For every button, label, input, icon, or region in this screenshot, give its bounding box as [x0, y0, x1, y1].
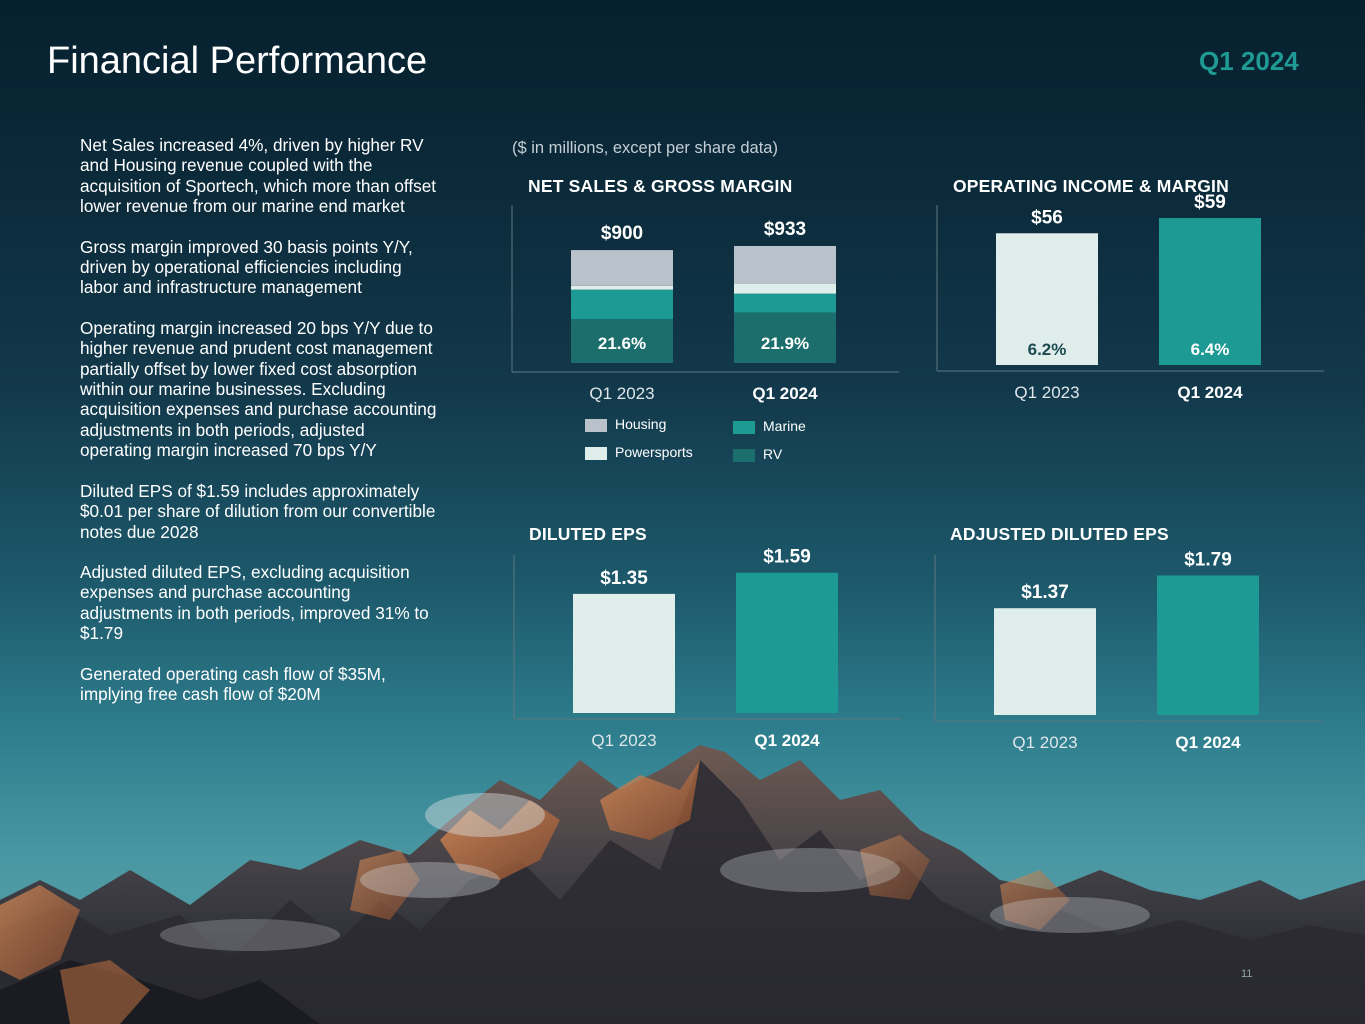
bar-housing-q1-2024 [734, 245, 836, 284]
value-label-q1-2024: $1.59 [763, 547, 811, 568]
margin-label-q1-2023: 6.2% [1028, 340, 1067, 359]
bar-q1-2024 [1159, 218, 1261, 365]
bar-rv-q1-2024 [734, 312, 836, 363]
diluted-eps-chart-title: DILUTED EPS [529, 524, 647, 544]
period-label: Q1 2024 [1199, 46, 1299, 76]
bar-marine-q1-2023 [571, 289, 673, 320]
net-sales-chart: $900 21.6% $933 21.9% Q1 2023 Q1 2024 [511, 205, 899, 403]
bar-powersports-q1-2024 [734, 283, 836, 294]
x-tick-label-q1-2023: Q1 2023 [1014, 383, 1079, 402]
x-tick-label-q1-2023: Q1 2023 [589, 384, 654, 403]
gross-margin-label-q1-2023: 21.6% [598, 334, 646, 353]
operating-income-chart-title: OPERATING INCOME & MARGIN [953, 176, 1229, 196]
page-number: 11 [1241, 968, 1253, 980]
commentary-item-adjusted-eps: Adjusted diluted EPS, excluding acquisit… [80, 561, 429, 644]
commentary-item-cash-flow: Generated operating cash flow of $35M, i… [80, 663, 386, 704]
x-tick-label-q1-2024: Q1 2024 [1177, 383, 1243, 402]
commentary-item-diluted-eps: Diluted EPS of $1.59 includes approximat… [80, 480, 436, 542]
total-label-q1-2023: $900 [601, 223, 643, 244]
gross-margin-label-q1-2024: 21.9% [761, 334, 809, 353]
bar-rv-q1-2023 [571, 319, 673, 363]
commentary-item-net-sales: Net Sales increased 4%, driven by higher… [80, 135, 437, 217]
diluted-eps-chart: $1.35 $1.59 Q1 2023 Q1 2024 [513, 547, 901, 750]
value-label-q1-2023: $1.35 [600, 568, 648, 589]
adjusted-eps-chart-title: ADJUSTED DILUTED EPS [950, 524, 1169, 544]
bar-q1-2023 [994, 608, 1096, 715]
commentary-list: Net Sales increased 4%, driven by higher… [80, 135, 440, 724]
net-sales-chart-title: NET SALES & GROSS MARGIN [528, 176, 793, 196]
value-label-q1-2023: $56 [1031, 207, 1063, 228]
net-sales-legend: Housing Powersports Marine RV [585, 416, 845, 466]
bar-housing-q1-2023 [571, 250, 673, 286]
x-tick-label-q1-2024: Q1 2024 [1175, 733, 1241, 752]
x-tick-label-q1-2023: Q1 2023 [591, 731, 656, 750]
legend-label-rv: RV [763, 446, 783, 462]
total-label-q1-2024: $933 [764, 219, 806, 240]
commentary-item-operating-margin: Operating margin increased 20 bps Y/Y du… [80, 317, 437, 461]
legend-label-marine: Marine [763, 418, 806, 434]
value-label-q1-2024: $59 [1194, 192, 1226, 213]
operating-income-chart: $56 6.2% $59 6.4% Q1 2023 Q1 2024 [936, 192, 1324, 402]
legend-swatch-rv [733, 449, 755, 462]
value-label-q1-2023: $1.37 [1021, 582, 1069, 603]
bar-marine-q1-2024 [734, 293, 836, 313]
bar-powersports-q1-2023 [571, 285, 673, 290]
value-label-q1-2024: $1.79 [1184, 549, 1232, 570]
bar-q1-2024 [736, 572, 838, 713]
adjusted-eps-chart: $1.37 $1.79 Q1 2023 Q1 2024 [934, 549, 1322, 752]
legend-swatch-housing [585, 419, 607, 432]
page-title: Financial Performance [47, 40, 428, 82]
legend-swatch-marine [733, 421, 755, 434]
legend-swatch-powersports [585, 447, 607, 460]
margin-label-q1-2024: 6.4% [1191, 340, 1230, 359]
x-tick-label-q1-2024: Q1 2024 [754, 731, 820, 750]
units-note: ($ in millions, except per share data) [512, 139, 778, 157]
bar-q1-2023 [573, 593, 675, 713]
bar-q1-2024 [1157, 575, 1259, 715]
legend-label-powersports: Powersports [615, 444, 693, 460]
legend-label-housing: Housing [615, 416, 667, 432]
x-tick-label-q1-2024: Q1 2024 [752, 384, 818, 403]
commentary-item-gross-margin: Gross margin improved 30 basis points Y/… [80, 236, 413, 298]
x-tick-label-q1-2023: Q1 2023 [1012, 733, 1077, 752]
bar-q1-2023 [996, 233, 1098, 365]
